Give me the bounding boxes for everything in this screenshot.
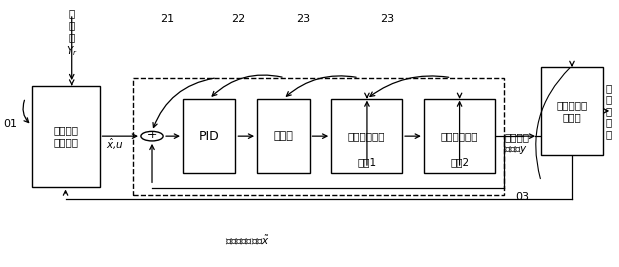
- Text: 最优状态估计值$\tilde{x}$: 最优状态估计值$\tilde{x}$: [225, 233, 270, 246]
- Text: 23: 23: [297, 14, 310, 24]
- FancyBboxPatch shape: [424, 99, 495, 173]
- Text: 03: 03: [516, 192, 530, 202]
- Text: $\hat{x}$,$u$: $\hat{x}$,$u$: [106, 136, 124, 152]
- Text: 非线性预
测控制器: 非线性预 测控制器: [53, 125, 78, 147]
- Text: 第一被控对象: 第一被控对象: [348, 131, 386, 141]
- Text: 设
定
值
$Y_r$: 设 定 值 $Y_r$: [66, 9, 77, 58]
- Text: 扰动2: 扰动2: [450, 157, 469, 167]
- Text: 执行器: 执行器: [274, 131, 293, 141]
- Text: 状
态
估
计
值: 状 态 估 计 值: [606, 83, 612, 139]
- FancyBboxPatch shape: [331, 99, 402, 173]
- Text: 第二被控对象: 第二被控对象: [441, 131, 478, 141]
- Text: 22: 22: [232, 14, 246, 24]
- Text: 实际输出
测量值$y$: 实际输出 测量值$y$: [504, 132, 529, 156]
- Text: PID: PID: [199, 130, 220, 143]
- FancyBboxPatch shape: [32, 86, 100, 187]
- Text: 23: 23: [379, 14, 394, 24]
- Text: 扩展卡尔曼
滤波器: 扩展卡尔曼 滤波器: [556, 100, 587, 122]
- FancyBboxPatch shape: [183, 99, 235, 173]
- Text: 21: 21: [160, 14, 175, 24]
- Text: −: −: [147, 130, 155, 140]
- FancyBboxPatch shape: [541, 67, 603, 155]
- Text: 01: 01: [3, 119, 17, 129]
- Text: 扰动1: 扰动1: [357, 157, 376, 167]
- FancyBboxPatch shape: [257, 99, 310, 173]
- Text: +: +: [147, 130, 157, 140]
